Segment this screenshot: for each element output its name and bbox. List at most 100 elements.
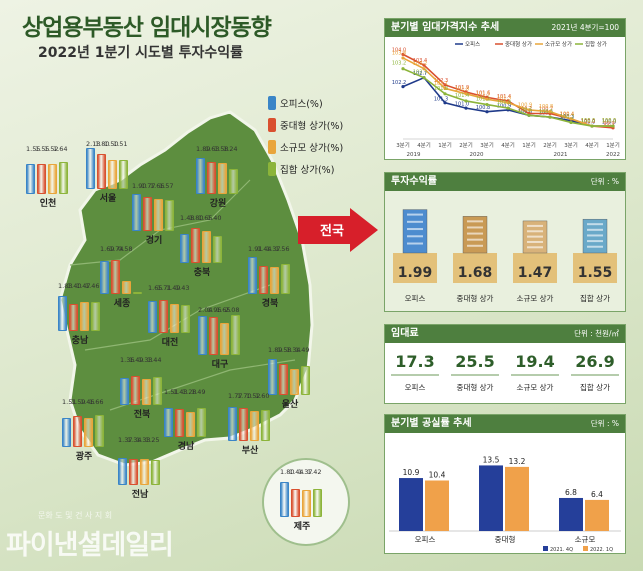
region-bars <box>58 291 102 331</box>
x-tick-label: 1분기 <box>522 141 536 149</box>
vacancy-panel: 분기별 공실률 추세 단위 : % 10.9 10.4 오피스 13.5 13.2 중대형 6… <box>384 414 626 554</box>
region-bar <box>142 378 151 405</box>
legend-swatch <box>543 546 548 551</box>
legend-office: 오피스(%) <box>268 92 343 114</box>
region-value-label: 1.74 <box>109 245 124 253</box>
region-value-label: 0.58 <box>118 245 133 253</box>
rent-index-chart: 3분기 4분기 1분기 2분기 3분기 4분기 1분기 2분기 3분기 4분기 1분기 2019 202… <box>392 40 620 158</box>
rent-category: 집합 상가 <box>580 382 610 392</box>
building-window <box>587 228 603 231</box>
region-bar <box>143 196 152 231</box>
region-6: 1.91 1.44 1.37 1.56 경북 <box>248 245 292 309</box>
region-bar <box>140 458 149 485</box>
page-subtitle: 2022년 1분기 시도별 투자수익률 <box>38 45 244 61</box>
region-values: 1.37 1.34 1.33 1.25 <box>118 436 162 445</box>
point-label: 100.7 <box>518 107 532 113</box>
point-label: 101.6 <box>476 90 490 96</box>
region-name: 울산 <box>281 400 299 410</box>
point-label: 101.8 <box>455 86 469 92</box>
return-value: 1.55 <box>578 265 613 281</box>
vacancy-bar <box>425 480 449 531</box>
point-label: 100.0 <box>602 119 616 125</box>
region-name: 경북 <box>261 299 279 309</box>
point-label: 103.8 <box>392 50 406 56</box>
region-bar <box>73 416 82 447</box>
series-point <box>548 110 552 114</box>
x-tick-label: 1분기 <box>438 141 452 149</box>
building-window <box>467 220 483 223</box>
legend-text: 중대형 상가 <box>505 40 532 48</box>
series-point <box>485 110 489 114</box>
point-label: 100.8 <box>539 104 553 110</box>
x-tick-label: 4분기 <box>585 141 599 149</box>
region-value-label: 1.69 <box>100 245 115 253</box>
region-bar <box>301 365 310 395</box>
building-window <box>467 226 483 229</box>
building-window <box>587 240 603 243</box>
series-point <box>569 120 573 125</box>
region-bar <box>120 378 129 405</box>
region-value-label: 1.49 <box>295 346 310 354</box>
region-value-label: 1.46 <box>85 282 100 290</box>
region-bars <box>248 254 292 294</box>
return-category: 중대형 상가 <box>457 293 494 303</box>
region-bar <box>58 295 67 331</box>
point-label: 102.7 <box>413 70 427 76</box>
year-label: 2021 <box>554 152 568 158</box>
region-bars <box>100 254 144 294</box>
region-bar <box>229 169 238 194</box>
region-bar <box>48 164 57 194</box>
region-bar <box>196 157 205 194</box>
region-name: 전남 <box>131 490 149 500</box>
region-value-label: 1.40 <box>67 282 82 290</box>
region-2: 1.89 1.63 1.58 1.24 강원 <box>196 145 240 209</box>
point-label: 101.8 <box>434 86 448 92</box>
point-label: 101.5 <box>476 92 490 98</box>
region-value-label: 1.80 <box>95 140 110 148</box>
series-point <box>464 92 468 96</box>
return-panel: 투자수익률 단위 : % 1.99 오피스 1.68 중대형 상가 1.47 소규모 상가 1… <box>384 172 626 312</box>
region-value-label: 1.51 <box>62 398 77 406</box>
region-bars <box>118 445 162 485</box>
series-point <box>422 67 426 71</box>
vacancy-value: 10.9 <box>403 468 420 477</box>
region-value-label: 1.37 <box>298 468 313 476</box>
region-values: 1.69 1.74 0.58 <box>100 245 144 254</box>
region-values: 1.89 1.63 1.58 1.24 <box>196 145 240 154</box>
region-bars <box>132 191 176 231</box>
region-bar <box>270 267 279 294</box>
region-name: 서울 <box>99 194 117 204</box>
region-10: 1.36 1.49 1.33 1.44 전북 <box>120 356 164 420</box>
map-legend: 오피스(%) 중대형 상가(%) 소규모 상가(%) 집합 상가(%) <box>268 92 343 180</box>
region-value-label: 1.65 <box>216 306 231 314</box>
rent-header: 임대료 단위 : 천원/㎡ <box>385 325 625 343</box>
point-label: 101.0 <box>455 102 469 108</box>
region-value-label: 1.50 <box>104 140 119 148</box>
region-value-label: 2.08 <box>225 306 240 314</box>
region-values: 1.83 1.40 1.47 1.46 <box>58 282 102 291</box>
vacancy-category: 소규모 <box>575 535 596 544</box>
rent-category: 오피스 <box>405 383 426 392</box>
rent-value: 17.3 <box>395 352 434 371</box>
building-window <box>467 232 483 235</box>
year-label: 2020 <box>470 152 484 158</box>
region-15: 1.37 1.34 1.33 1.25 전남 <box>118 436 162 500</box>
region-bar <box>97 154 106 189</box>
vacancy-value: 6.4 <box>591 490 603 499</box>
region-bar <box>154 198 163 231</box>
region-value-label: 1.33 <box>136 436 151 444</box>
region-bar <box>151 460 160 485</box>
point-label: 102.1 <box>434 81 448 87</box>
point-label: 99.9 <box>603 121 614 127</box>
region-values: 1.36 1.49 1.33 1.44 <box>120 356 164 365</box>
region-bars <box>120 365 164 405</box>
region-values: 1.51 1.43 1.28 1.49 <box>164 388 208 397</box>
legend-text: 오피스 <box>465 40 480 48</box>
region-value-label: 1.96 <box>207 306 222 314</box>
region-bar <box>248 257 257 294</box>
watermark-sub: 문화 도 및 건 사 지 회 <box>38 511 113 520</box>
region-bars <box>228 401 272 441</box>
region-bar <box>59 162 68 194</box>
building-window <box>467 244 483 247</box>
point-label: 100.7 <box>539 107 553 113</box>
